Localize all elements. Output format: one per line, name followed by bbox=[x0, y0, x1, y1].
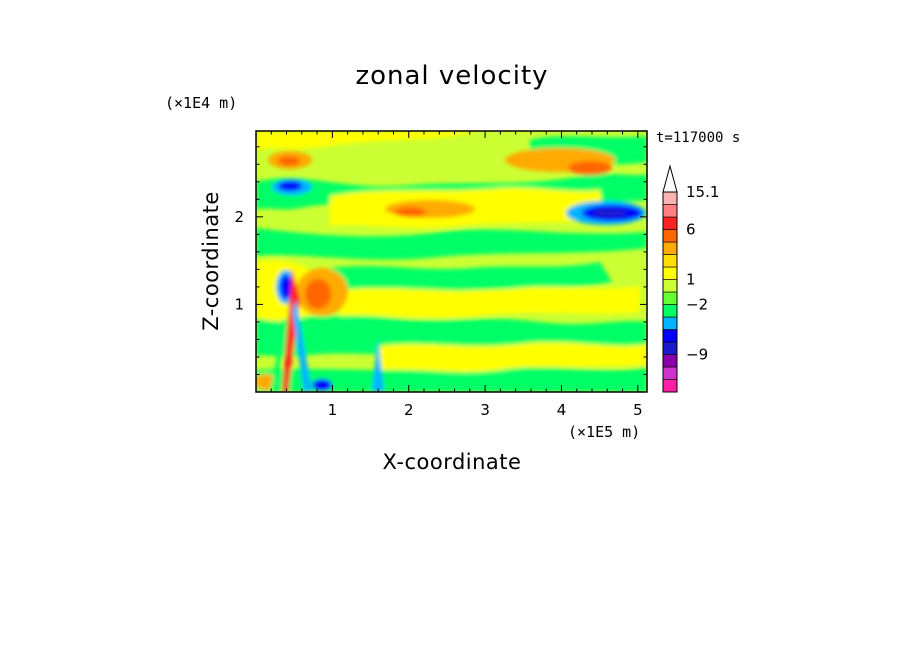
y-tick-label: 1 bbox=[234, 295, 244, 313]
blue-core bbox=[280, 275, 292, 299]
x-tick-label: 5 bbox=[633, 401, 643, 419]
y-tick-label: 2 bbox=[234, 208, 244, 226]
plot-frame bbox=[255, 130, 648, 393]
colorbar-swatch bbox=[662, 341, 678, 355]
x-tick-label: 1 bbox=[328, 401, 338, 419]
colorbar-swatch bbox=[662, 191, 678, 205]
x-tick-label: 3 bbox=[480, 401, 490, 419]
orange-core bbox=[394, 207, 426, 217]
x-axis-label: X-coordinate bbox=[383, 450, 522, 474]
colorbar-overflow-triangle bbox=[662, 164, 678, 193]
blue-core bbox=[278, 181, 302, 191]
green-band bbox=[256, 367, 647, 392]
blue-core bbox=[312, 379, 332, 391]
wave-beam-cyan bbox=[292, 300, 312, 392]
colorbar-swatch bbox=[662, 316, 678, 330]
x-unit-label: (×1E5 m) bbox=[568, 423, 640, 441]
colorbar-swatch bbox=[662, 354, 678, 368]
colorbar-swatch bbox=[662, 229, 678, 243]
y-unit-label: (×1E4 m) bbox=[165, 94, 237, 112]
colorbar-swatch bbox=[662, 366, 678, 380]
colorbar-label: −9 bbox=[686, 346, 708, 364]
colorbar-swatch bbox=[662, 379, 678, 393]
colorbar: 15.1 6 1 −2 −9 bbox=[662, 164, 719, 393]
x-ticks: 1 2 3 4 5 bbox=[270, 131, 643, 419]
colorbar-label: 6 bbox=[686, 221, 696, 239]
green-band bbox=[330, 262, 612, 295]
colorbar-swatch bbox=[662, 204, 678, 218]
colorbar-label: 1 bbox=[686, 271, 696, 289]
green-band bbox=[256, 228, 647, 260]
wave-beam-cyan bbox=[372, 338, 384, 392]
colorbar-swatch bbox=[662, 254, 678, 268]
colorbar-swatch bbox=[662, 266, 678, 280]
contour-field bbox=[256, 131, 647, 392]
colorbar-swatch bbox=[662, 279, 678, 293]
orange-core bbox=[278, 156, 300, 166]
yellow-region bbox=[340, 286, 640, 318]
colorbar-swatch bbox=[662, 291, 678, 305]
chart-title: zonal velocity bbox=[355, 61, 548, 91]
colorbar-label: −2 bbox=[686, 296, 708, 314]
colorbar-swatch bbox=[662, 304, 678, 318]
blue-core bbox=[592, 209, 628, 217]
y-ticks: 12 bbox=[234, 146, 647, 375]
colorbar-frame bbox=[662, 191, 678, 393]
colorbar-swatch bbox=[662, 329, 678, 343]
colorbar-label: 15.1 bbox=[686, 183, 719, 201]
colorbar-swatch bbox=[662, 216, 678, 230]
x-tick-label: 2 bbox=[404, 401, 414, 419]
colorbar-swatch bbox=[662, 241, 678, 255]
y-axis-label: Z-coordinate bbox=[199, 191, 223, 331]
wave-beam-red bbox=[282, 268, 300, 392]
yellow-region bbox=[380, 342, 647, 372]
wave-beam-green bbox=[270, 318, 288, 392]
time-label: t=117000 s bbox=[656, 130, 740, 146]
orange-core bbox=[568, 161, 612, 175]
yellow-region bbox=[256, 131, 480, 150]
x-tick-label: 4 bbox=[557, 401, 567, 419]
orange-core bbox=[305, 279, 331, 309]
